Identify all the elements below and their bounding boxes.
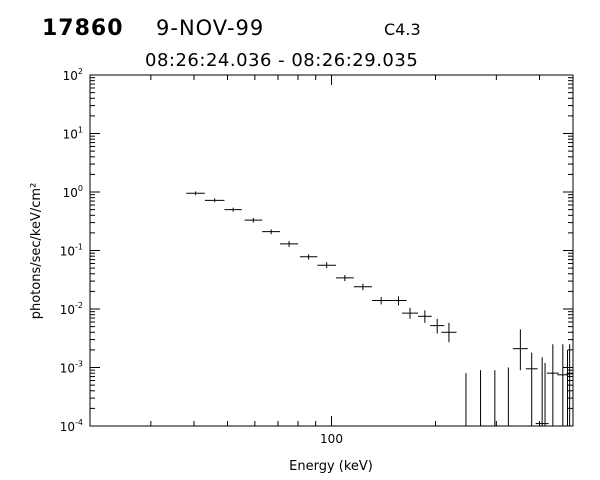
- y-tick-exponent: -1: [75, 243, 83, 252]
- data-point: [204, 198, 225, 203]
- data-point: [430, 318, 445, 334]
- data-point: [280, 241, 299, 247]
- data-point: [402, 307, 419, 319]
- data-point: [557, 344, 569, 426]
- event-id: 17860: [42, 16, 124, 41]
- data-point: [566, 344, 573, 426]
- data-point: [244, 217, 263, 223]
- data-point: [224, 207, 242, 212]
- y-tick-base: 10: [63, 186, 78, 200]
- goes-class: C4.3: [384, 20, 421, 39]
- y-tick-exponent: -3: [75, 360, 83, 369]
- y-tick-base: 10: [60, 420, 75, 434]
- data-points: [186, 191, 573, 426]
- data-point: [353, 283, 373, 291]
- y-tick-exponent: 1: [78, 126, 83, 135]
- data-point: [317, 262, 336, 269]
- y-axis-label: photons/sec/keV/cm²: [29, 183, 44, 320]
- y-tick-base: 10: [60, 303, 75, 317]
- data-point: [299, 254, 318, 260]
- data-point: [335, 275, 354, 282]
- y-tick-label: 10-1: [60, 243, 83, 259]
- y-tick-label: 101: [63, 126, 83, 142]
- data-point: [525, 352, 538, 426]
- y-tick-label: 10-4: [60, 418, 83, 434]
- observation-date: 9-NOV-99: [156, 16, 265, 40]
- data-point: [512, 329, 528, 371]
- y-tick-base: 10: [63, 69, 78, 83]
- data-point: [418, 310, 432, 323]
- data-point: [262, 229, 281, 235]
- data-point: [186, 191, 205, 196]
- data-point: [372, 297, 391, 305]
- y-tick-base: 10: [63, 128, 78, 142]
- y-tick-base: 10: [60, 245, 75, 259]
- y-tick-label: 10-3: [60, 360, 83, 376]
- y-tick-label: 100: [63, 184, 83, 200]
- x-tick-label: 100: [320, 432, 343, 446]
- data-point: [390, 296, 407, 306]
- x-axis-label: Energy (keV): [289, 459, 373, 474]
- data-point: [441, 322, 457, 343]
- y-tick-exponent: -2: [75, 301, 83, 310]
- x-axis-ticks: 100: [89, 75, 574, 446]
- y-tick-exponent: 0: [78, 184, 83, 193]
- y-tick-exponent: 2: [78, 67, 83, 76]
- y-tick-base: 10: [60, 362, 75, 376]
- plot-frame: [89, 74, 574, 427]
- y-tick-label: 102: [63, 67, 83, 83]
- y-tick-exponent: -4: [75, 418, 83, 427]
- data-point: [546, 344, 559, 426]
- data-point: [535, 357, 549, 426]
- time-range: 08:26:24.036 - 08:26:29.035: [145, 50, 419, 71]
- y-tick-label: 10-2: [60, 301, 83, 317]
